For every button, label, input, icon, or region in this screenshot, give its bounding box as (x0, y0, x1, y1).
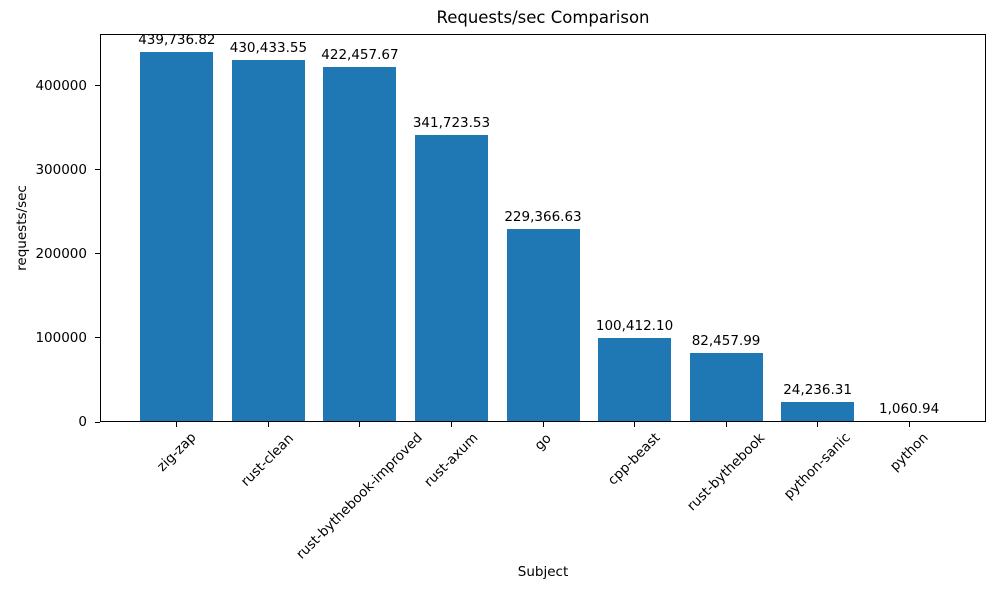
y-tick-mark (95, 169, 100, 171)
x-tick-mark (176, 422, 178, 427)
x-tick-label: rust-clean (238, 430, 298, 490)
x-tick-mark (542, 422, 544, 427)
bar-value-label: 1,060.94 (879, 401, 940, 417)
y-tick-mark (95, 85, 100, 87)
x-tick-mark (450, 422, 452, 427)
y-tick-label: 200000 (35, 245, 87, 262)
x-tick-label: rust-axum (421, 429, 482, 491)
bar-value-label: 82,457.99 (691, 332, 761, 349)
y-tick-mark (95, 337, 100, 339)
x-tick-label: python-sanic (780, 429, 854, 503)
x-tick-mark (908, 422, 910, 427)
y-tick-label: 100000 (35, 329, 87, 346)
bar (781, 401, 855, 422)
y-tick-label: 300000 (35, 161, 87, 178)
x-tick-mark (725, 422, 727, 427)
y-tick-label: 400000 (35, 77, 87, 94)
x-tick-label: rust-bythebook-improved (293, 430, 426, 563)
y-tick-label: 0 (78, 414, 87, 430)
bar-value-label: 100,412.10 (595, 317, 674, 334)
y-tick-mark (95, 253, 100, 255)
x-tick-label: python (886, 429, 932, 475)
x-tick-mark (634, 422, 636, 427)
y-axis-label: requests/sec (14, 185, 30, 271)
y-tick-mark (95, 421, 100, 423)
bar-value-label: 430,433.55 (229, 40, 308, 57)
x-tick-label: rust-bythebook (683, 430, 768, 515)
bar (140, 52, 214, 422)
x-tick-mark (817, 422, 819, 427)
x-tick-mark (267, 422, 269, 427)
bar (598, 337, 672, 422)
bar-value-label: 422,457.67 (321, 46, 399, 63)
bar (414, 134, 488, 422)
bar (689, 352, 763, 422)
x-axis-label: Subject (517, 564, 569, 580)
bar (323, 66, 397, 422)
bar-value-label: 341,723.53 (412, 114, 491, 131)
x-tick-label: go (530, 430, 555, 454)
x-tick-label: zig-zap (153, 429, 200, 476)
bar-value-label: 439,736.82 (138, 32, 216, 49)
bar-value-label: 229,366.63 (504, 209, 582, 226)
x-tick-mark (359, 422, 361, 427)
bar (231, 60, 305, 422)
chart-title: Requests/sec Comparison (436, 8, 650, 27)
bar-value-label: 24,236.31 (783, 381, 852, 398)
plot-area (100, 34, 986, 422)
x-tick-label: cpp-beast (604, 430, 664, 489)
bar (506, 229, 580, 422)
